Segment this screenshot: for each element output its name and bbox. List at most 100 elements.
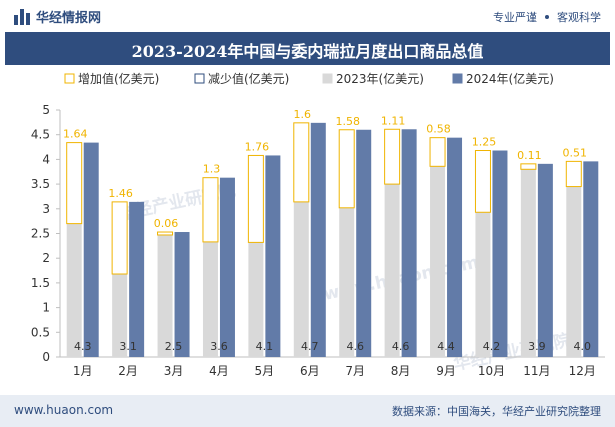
x-tick-label: 6月 xyxy=(300,364,320,378)
bar-2024 xyxy=(356,129,372,357)
y-tick-label: 0.5 xyxy=(31,325,50,339)
increase-data-label: 0.11 xyxy=(517,149,542,162)
y-tick-label: 3.5 xyxy=(31,177,50,191)
increase-data-label: 0.51 xyxy=(563,146,588,159)
x-tick-label: 11月 xyxy=(523,364,550,378)
bar-2024 xyxy=(83,142,99,357)
total-data-label: 3.1 xyxy=(119,340,137,353)
increase-data-label: 0.06 xyxy=(154,217,179,230)
bar-2023 xyxy=(157,234,173,357)
increase-data-label: 1.6 xyxy=(294,108,312,121)
legend-swatch xyxy=(194,73,205,84)
title-bar: 2023-2024年中国与委内瑞拉月度出口商品总值 xyxy=(5,32,610,65)
bar-2024 xyxy=(310,122,326,358)
total-data-label: 4.2 xyxy=(483,340,501,353)
x-tick-label: 3月 xyxy=(164,364,184,378)
legend-label: 2024年(亿美元) xyxy=(466,71,554,86)
bar-2023 xyxy=(430,166,446,357)
increase-data-label: 1.76 xyxy=(245,140,270,153)
total-data-label: 4.7 xyxy=(301,340,319,353)
total-data-label: 3.9 xyxy=(528,340,546,353)
total-data-label: 4.6 xyxy=(346,340,364,353)
brand[interactable]: 华经情报网 xyxy=(14,7,101,26)
x-tick-label: 2月 xyxy=(118,364,138,378)
y-tick-label: 2.5 xyxy=(31,227,50,241)
y-tick-label: 4.5 xyxy=(31,128,50,142)
x-tick-label: 5月 xyxy=(255,364,275,378)
bar-2023 xyxy=(475,212,491,357)
bar-2023 xyxy=(112,274,128,357)
bar-2023 xyxy=(202,241,218,357)
y-tick-label: 5 xyxy=(42,103,50,117)
bar-increase xyxy=(202,177,219,243)
y-tick-label: 1.5 xyxy=(31,276,50,290)
bar-2024 xyxy=(583,161,599,357)
bar-increase xyxy=(293,122,310,203)
x-tick-label: 1月 xyxy=(73,364,93,378)
total-data-label: 3.6 xyxy=(210,340,228,353)
legend-swatch xyxy=(322,73,333,84)
bar-2023 xyxy=(248,242,264,357)
tagline: 专业严谨 客观科学 xyxy=(493,9,601,25)
x-tick-label: 8月 xyxy=(391,364,411,378)
increase-data-label: 1.46 xyxy=(108,187,133,200)
bar-2024 xyxy=(447,137,463,357)
legend-label: 增加值(亿美元) xyxy=(78,71,159,86)
chart-title: 2023-2024年中国与委内瑞拉月度出口商品总值 xyxy=(131,42,484,61)
y-tick-label: 3 xyxy=(42,202,50,216)
total-data-label: 4.6 xyxy=(392,340,410,353)
bar-increase xyxy=(474,150,491,213)
total-data-label: 2.5 xyxy=(165,340,183,353)
legend-label: 减少值(亿美元) xyxy=(208,71,289,86)
bar-increase xyxy=(429,137,446,167)
increase-data-label: 0.58 xyxy=(426,123,451,136)
y-tick-label: 2 xyxy=(42,251,50,265)
chart-area: 华经产业研究院 www.huaon.com 华经产业研究院 增加值(亿美元) 减少值(亿… xyxy=(5,65,610,395)
bar-increase xyxy=(111,201,128,275)
bar-2023 xyxy=(384,184,400,357)
bar-increase xyxy=(157,231,174,236)
y-tick-label: 0 xyxy=(42,350,50,364)
watermark-text: 华经产业研究院 xyxy=(452,330,573,375)
bar-increase xyxy=(520,163,537,170)
footer-source: 数据来源：中国海关，华经产业研究院整理 xyxy=(392,405,601,418)
bar-2024 xyxy=(492,150,508,357)
y-tick-label: 4 xyxy=(42,152,50,166)
bar-2024 xyxy=(265,155,281,357)
x-tick-label: 7月 xyxy=(345,364,365,378)
brand-name: 华经情报网 xyxy=(36,11,102,26)
separator-dot-icon xyxy=(545,15,549,19)
tagline-2: 客观科学 xyxy=(557,11,601,24)
bar-increase xyxy=(247,154,264,243)
top-bar: 华经情报网 专业严谨 客观科学 xyxy=(0,0,615,32)
brand-logo-icon xyxy=(14,8,30,25)
increase-data-label: 1.3 xyxy=(203,163,221,176)
x-tick-label: 10月 xyxy=(478,364,505,378)
bar-increase xyxy=(565,160,582,188)
bar-2023 xyxy=(566,186,582,357)
bar-2023 xyxy=(339,207,355,357)
x-tick-label: 12月 xyxy=(569,364,596,378)
bar-increase xyxy=(384,128,401,185)
legend-label: 2023年(亿美元) xyxy=(336,71,424,86)
bar-2023 xyxy=(520,169,536,357)
footer-website[interactable]: www.huaon.com xyxy=(14,403,114,417)
bar-increase xyxy=(66,142,83,225)
tagline-1: 专业严谨 xyxy=(493,11,537,24)
bar-2024 xyxy=(129,201,145,357)
x-tick-label: 9月 xyxy=(436,364,456,378)
increase-data-label: 1.25 xyxy=(472,136,497,149)
bar-increase xyxy=(338,129,355,209)
increase-data-label: 1.64 xyxy=(63,128,88,141)
increase-data-label: 1.11 xyxy=(381,114,406,127)
footer: www.huaon.com 数据来源：中国海关，华经产业研究院整理 xyxy=(0,395,615,427)
y-tick-label: 1 xyxy=(42,301,50,315)
total-data-label: 4.1 xyxy=(256,340,274,353)
bar-2024 xyxy=(219,177,235,357)
bar-2024 xyxy=(401,129,417,357)
bar-2024 xyxy=(537,163,553,357)
bar-2023 xyxy=(66,223,82,357)
total-data-label: 4.4 xyxy=(437,340,455,353)
legend-swatch xyxy=(64,73,75,84)
